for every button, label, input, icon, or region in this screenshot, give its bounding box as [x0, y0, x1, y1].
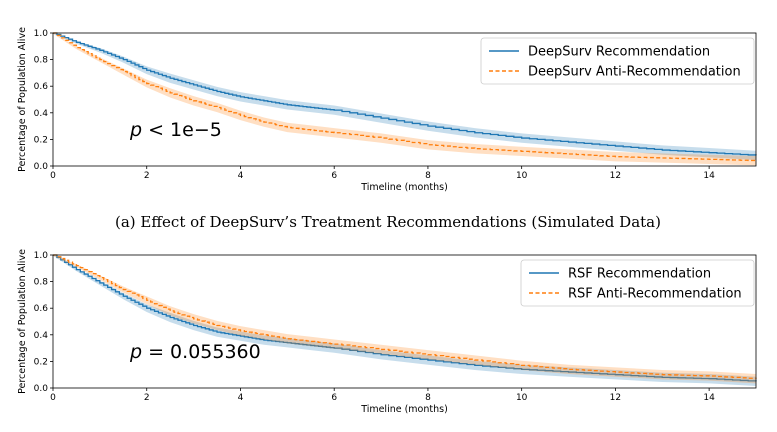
- y-tick-label: 0.8: [34, 278, 49, 288]
- y-tick-label: 1.0: [34, 29, 49, 39]
- axes-frame: [52, 32, 757, 167]
- x-tick-label: 8: [425, 171, 431, 181]
- y-axis-label: Percentage of Population Alive: [17, 249, 28, 394]
- series-line-deepsurv-recommendation: [53, 32, 757, 156]
- x-tick-label: 14: [703, 393, 715, 403]
- x-tick-label: 4: [238, 393, 244, 403]
- confidence-band-1: [53, 33, 756, 161]
- legend-box: [520, 259, 755, 307]
- y-tick-label: 0.2: [34, 357, 48, 367]
- y-tick-label: 0.6: [34, 304, 49, 314]
- series-line-deepsurv-anti-recommendation: [53, 32, 757, 162]
- y-tick-label: 1.0: [34, 251, 49, 261]
- x-tick-label: 0: [50, 171, 56, 181]
- legend-label: DeepSurv Anti-Recommendation: [528, 65, 741, 80]
- x-axis-label: Timeline (months): [360, 404, 448, 415]
- x-tick-label: 10: [516, 393, 528, 403]
- confidence-band-1: [53, 255, 756, 387]
- p-value-annotation: p < 1e−5: [129, 119, 222, 141]
- legend-label: RSF Anti-Recommendation: [568, 287, 742, 302]
- x-tick-label: 12: [610, 393, 621, 403]
- x-axis-label: Timeline (months): [360, 182, 448, 193]
- x-tick-label: 6: [331, 393, 337, 403]
- x-tick-label: 0: [50, 393, 56, 403]
- y-axis-label: Percentage of Population Alive: [17, 27, 28, 172]
- x-tick-label: 6: [331, 171, 337, 181]
- chart-panel-2: 0 2 4 6 8 10 12 14 0.0 0.2 0.4 0.6 0.8 1.0 Timeline (m…: [17, 249, 757, 415]
- x-tick-label: 12: [610, 171, 621, 181]
- legend: RSF Recommendation RSF Anti-Recommendatio…: [520, 259, 755, 307]
- y-tick-label: 0.2: [34, 135, 48, 145]
- x-tick-label: 2: [144, 393, 150, 403]
- x-tick-label: 8: [425, 393, 431, 403]
- legend-label: DeepSurv Recommendation: [528, 45, 710, 60]
- series-line-rsf-recommendation: [53, 254, 757, 382]
- legend-label: RSF Recommendation: [568, 267, 711, 282]
- figure-caption-a: (a) Effect of DeepSurv’s Treatment Recom…: [115, 213, 661, 231]
- chart-panel-1: 0 2 4 6 8 10 12 14 0.0 0.2 0.4 0.6 0.8 1.0 Timeline (m…: [17, 27, 757, 193]
- confidence-band-2: [53, 33, 756, 166]
- y-tick-label: 0.0: [34, 384, 49, 394]
- p-value-annotation: p = 0.055360: [129, 341, 261, 363]
- y-tick-label: 0.6: [34, 82, 49, 92]
- legend-box: [480, 37, 755, 85]
- y-tick-label: 0.4: [34, 331, 49, 341]
- x-tick-label: 2: [144, 171, 150, 181]
- y-tick-label: 0.8: [34, 56, 49, 66]
- x-tick-label: 14: [703, 171, 715, 181]
- x-tick-label: 4: [238, 171, 244, 181]
- y-tick-label: 0.4: [34, 109, 49, 119]
- legend: DeepSurv Recommendation DeepSurv Anti-Rec…: [480, 37, 755, 85]
- x-tick-label: 10: [516, 171, 528, 181]
- y-tick-label: 0.0: [34, 162, 49, 172]
- axes-frame: [52, 254, 757, 389]
